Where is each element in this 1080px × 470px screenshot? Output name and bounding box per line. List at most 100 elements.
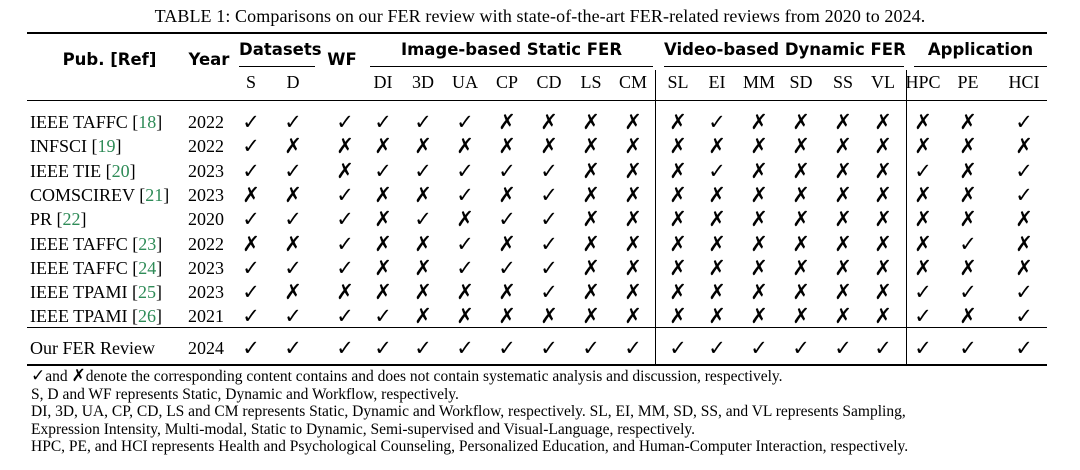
check-icon: ✓ xyxy=(234,110,268,134)
cross-icon: ✗ xyxy=(234,183,268,207)
subheader-cp: CP xyxy=(485,72,529,93)
subheader-sl: SL xyxy=(656,72,700,93)
cross-icon: ✗ xyxy=(826,159,860,183)
subheader-di: DI xyxy=(361,72,405,93)
check-icon: ✓ xyxy=(234,134,268,158)
cross-icon: ✗ xyxy=(951,159,985,183)
reference-link[interactable]: 26 xyxy=(138,306,156,326)
check-icon: ✓ xyxy=(276,336,310,360)
cross-icon: ✗ xyxy=(366,280,400,304)
note-legend: ✓and ✗denote the corresponding content c… xyxy=(31,368,1061,386)
cross-icon: ✗ xyxy=(661,232,695,256)
cross-icon: ✗ xyxy=(532,134,566,158)
subheader-hpc: HPC xyxy=(901,72,945,93)
cross-icon: ✗ xyxy=(866,280,900,304)
cross-icon: ✗ xyxy=(784,110,818,134)
cross-icon: ✗ xyxy=(406,232,440,256)
check-icon: ✓ xyxy=(906,304,940,328)
reference-link[interactable]: 24 xyxy=(138,258,156,278)
check-icon: ✓ xyxy=(406,336,440,360)
reference-link[interactable]: 25 xyxy=(138,282,156,302)
check-icon: ✓ xyxy=(532,336,566,360)
check-icon: ✓ xyxy=(366,304,400,328)
check-icon: ✓ xyxy=(532,280,566,304)
cross-icon: ✗ xyxy=(490,280,524,304)
table-notes: ✓and ✗denote the corresponding content c… xyxy=(31,368,1061,456)
dynamic-underline xyxy=(664,66,904,67)
reference-link[interactable]: 19 xyxy=(98,136,116,156)
cross-icon: ✗ xyxy=(826,110,860,134)
check-icon: ✓ xyxy=(532,207,566,231)
reference-link[interactable]: 18 xyxy=(138,112,156,132)
reference-link[interactable]: 22 xyxy=(63,209,81,229)
cross-icon: ✗ xyxy=(574,110,608,134)
subheader-pe: PE xyxy=(946,72,990,93)
cross-icon: ✗ xyxy=(700,280,734,304)
cross-icon: ✗ xyxy=(700,256,734,280)
cross-icon: ✗ xyxy=(826,207,860,231)
cross-icon: ✗ xyxy=(784,134,818,158)
check-icon: ✓ xyxy=(700,159,734,183)
check-icon: ✓ xyxy=(490,207,524,231)
check-icon: ✓ xyxy=(328,256,362,280)
cross-icon: ✗ xyxy=(784,232,818,256)
cross-icon: ✗ xyxy=(906,134,940,158)
check-icon: ✓ xyxy=(1007,304,1041,328)
check-icon: ✓ xyxy=(1007,336,1041,360)
row-year: 2021 xyxy=(188,306,224,327)
subheader-3d: 3D xyxy=(401,72,445,93)
reference-link[interactable]: 20 xyxy=(112,161,130,181)
cross-icon: ✗ xyxy=(616,304,650,328)
check-icon: ✓ xyxy=(906,336,940,360)
cross-icon: ✗ xyxy=(616,134,650,158)
cross-icon: ✗ xyxy=(574,256,608,280)
cross-icon: ✗ xyxy=(366,232,400,256)
subheader-d: D xyxy=(271,72,315,93)
row-pub-final: Our FER Review xyxy=(30,338,155,359)
cross-icon: ✗ xyxy=(661,304,695,328)
cross-icon: ✗ xyxy=(700,183,734,207)
cross-icon: ✗ xyxy=(784,280,818,304)
cross-icon: ✗ xyxy=(532,110,566,134)
check-icon: ✓ xyxy=(276,110,310,134)
row-pub: IEEE TAFFC [18] xyxy=(30,112,162,133)
cross-icon: ✗ xyxy=(866,256,900,280)
cross-icon: ✗ xyxy=(276,183,310,207)
cross-icon: ✗ xyxy=(574,280,608,304)
cross-icon: ✗ xyxy=(700,134,734,158)
cross-icon: ✗ xyxy=(328,159,362,183)
column-separator xyxy=(655,70,656,366)
check-icon: ✓ xyxy=(448,183,482,207)
subheader-cm: CM xyxy=(611,72,655,93)
cross-icon: ✗ xyxy=(1007,134,1041,158)
check-icon: ✓ xyxy=(448,336,482,360)
check-icon: ✓ xyxy=(328,336,362,360)
check-icon: ✓ xyxy=(574,336,608,360)
cross-icon: ✗ xyxy=(700,304,734,328)
datasets-underline xyxy=(239,66,315,67)
check-icon: ✓ xyxy=(616,336,650,360)
check-icon: ✓ xyxy=(328,183,362,207)
cross-icon: ✗ xyxy=(406,280,440,304)
row-year: 2022 xyxy=(188,112,224,133)
reference-link[interactable]: 21 xyxy=(145,185,163,205)
cross-icon: ✗ xyxy=(866,183,900,207)
check-icon: ✓ xyxy=(448,159,482,183)
cross-icon: ✗ xyxy=(276,134,310,158)
header-rule xyxy=(27,100,1047,101)
reference-link[interactable]: 23 xyxy=(138,234,156,254)
subheader-sd: SD xyxy=(779,72,823,93)
top-rule xyxy=(27,32,1047,34)
note-datasets: S, D and WF represents Static, Dynamic a… xyxy=(31,386,1061,404)
cross-icon: ✗ xyxy=(951,304,985,328)
cross-icon: ✗ xyxy=(406,183,440,207)
bottom-rule xyxy=(27,364,1047,366)
datasets-header: Datasets xyxy=(239,40,315,59)
cross-icon: ✗ xyxy=(490,110,524,134)
check-icon: ✓ xyxy=(906,159,940,183)
subheader-ei: EI xyxy=(695,72,739,93)
cross-icon: ✗ xyxy=(1007,207,1041,231)
cross-icon: ✗ xyxy=(366,183,400,207)
wf-header: WF xyxy=(322,50,362,69)
cross-icon: ✗ xyxy=(826,256,860,280)
